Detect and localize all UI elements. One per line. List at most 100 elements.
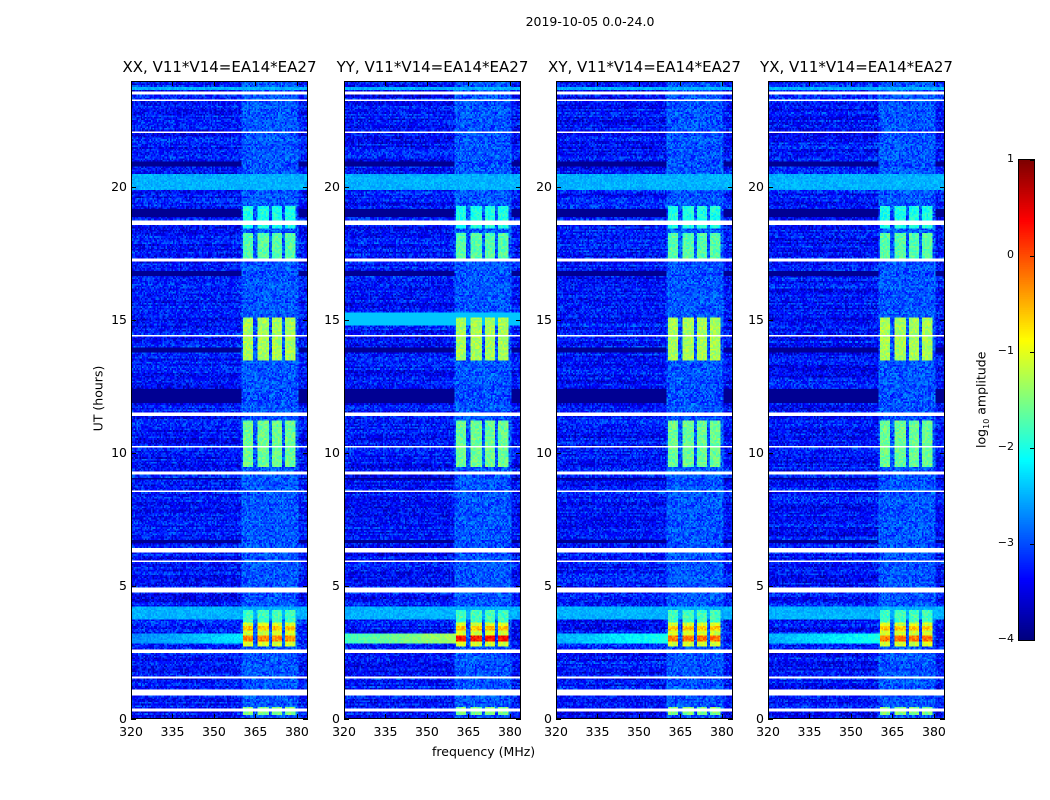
colorbar-tick-label: −2: [997, 440, 1014, 453]
panel-title: XY, V11*V14=EA14*EA27: [548, 58, 741, 76]
y-tick: [303, 187, 308, 189]
y-tick: [303, 453, 308, 455]
x-tick: [721, 81, 723, 86]
y-tick: [728, 453, 733, 455]
x-tick-label: 320: [332, 724, 356, 739]
x-tick-label: 320: [544, 724, 568, 739]
colorbar-label-sub: 10: [981, 418, 991, 429]
x-tick: [892, 81, 894, 86]
x-tick-label: 380: [285, 724, 309, 739]
y-tick: [940, 320, 945, 322]
x-tick: [468, 81, 470, 86]
x-tick: [638, 714, 640, 719]
y-tick: [131, 719, 136, 720]
x-tick: [850, 714, 852, 719]
y-tick: [728, 586, 733, 588]
x-tick: [809, 714, 811, 719]
x-tick: [680, 81, 682, 86]
x-tick: [213, 81, 215, 86]
y-tick-label: 15: [536, 312, 552, 328]
x-tick: [172, 714, 174, 719]
x-tick-label: 350: [839, 724, 863, 739]
colorbar-tick-label: 0: [1007, 248, 1014, 261]
x-tick: [556, 714, 557, 719]
colorbar-tick: [1030, 256, 1034, 257]
x-tick-label: 350: [202, 724, 226, 739]
heatmap-image: [769, 82, 944, 718]
y-tick-label: 5: [544, 578, 552, 594]
y-tick: [131, 187, 136, 189]
y-tick: [556, 586, 561, 588]
x-tick-label: 380: [498, 724, 522, 739]
x-tick-label: 320: [756, 724, 780, 739]
y-tick-label: 20: [536, 179, 552, 195]
x-tick-label: 335: [797, 724, 822, 739]
x-tick: [426, 714, 428, 719]
x-tick: [768, 81, 769, 86]
heatmap-panel-2: [556, 81, 733, 719]
x-tick: [385, 81, 387, 86]
y-tick: [516, 320, 521, 322]
y-tick-label: 0: [544, 711, 552, 726]
colorbar-tick: [1030, 640, 1034, 641]
y-tick: [344, 187, 349, 189]
y-tick: [516, 719, 521, 720]
y-tick: [556, 187, 561, 189]
y-tick-label: 15: [748, 312, 764, 328]
x-tick: [721, 714, 723, 719]
y-tick: [516, 453, 521, 455]
figure-title: 2019-10-05 0.0-24.0: [525, 14, 655, 29]
colorbar-tick: [1030, 352, 1034, 353]
y-tick: [303, 320, 308, 322]
y-tick-label: 10: [748, 445, 764, 461]
heatmap-image: [345, 82, 520, 718]
x-tick: [638, 81, 640, 86]
x-tick-label: 350: [415, 724, 439, 739]
y-tick: [131, 453, 136, 455]
x-tick-label: 335: [585, 724, 610, 739]
y-tick: [768, 719, 773, 720]
colorbar-tick-label: −3: [997, 536, 1014, 549]
y-tick: [728, 187, 733, 189]
x-tick: [933, 714, 935, 719]
x-tick: [809, 81, 811, 86]
x-axis-label: frequency (MHz): [432, 744, 536, 759]
x-tick: [509, 714, 511, 719]
y-tick-label: 15: [324, 312, 340, 328]
y-tick: [556, 719, 561, 720]
x-tick-label: 335: [160, 724, 185, 739]
heatmap-image: [557, 82, 732, 718]
x-tick: [296, 714, 298, 719]
y-tick-label: 10: [536, 445, 552, 461]
x-tick: [426, 81, 428, 86]
colorbar: [1018, 159, 1035, 641]
y-tick: [940, 719, 945, 720]
y-tick: [344, 586, 349, 588]
y-tick-label: 20: [111, 179, 127, 195]
y-tick: [556, 453, 561, 455]
x-tick: [385, 714, 387, 719]
heatmap-panel-0: [131, 81, 308, 719]
colorbar-tick: [1030, 160, 1034, 161]
y-tick-label: 20: [748, 179, 764, 195]
y-tick-label: 5: [119, 578, 127, 594]
x-tick-label: 335: [373, 724, 398, 739]
x-tick: [344, 714, 345, 719]
x-tick: [296, 81, 298, 86]
heatmap-panel-1: [344, 81, 521, 719]
y-tick-label: 5: [332, 578, 340, 594]
heatmap-image: [132, 82, 307, 718]
x-tick: [344, 81, 345, 86]
x-tick: [509, 81, 511, 86]
y-tick: [940, 187, 945, 189]
y-tick: [131, 586, 136, 588]
y-tick: [940, 453, 945, 455]
colorbar-tick: [1030, 448, 1034, 449]
y-tick-label: 0: [756, 711, 764, 726]
x-tick: [255, 714, 257, 719]
x-tick: [468, 714, 470, 719]
panel-title: YX, V11*V14=EA14*EA27: [760, 58, 953, 76]
y-tick-label: 0: [332, 711, 340, 726]
x-tick: [556, 81, 557, 86]
